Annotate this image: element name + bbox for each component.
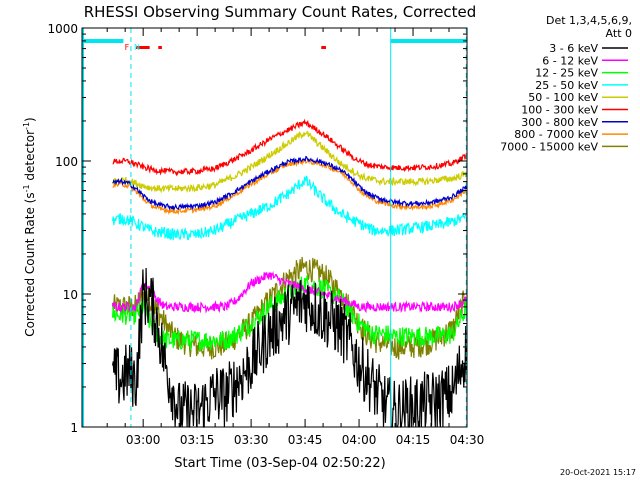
x-tick-label-6: 04:30: [450, 433, 485, 447]
axes: 03:00 03:15 03:30 03:45 04:00 04:15 04:30 1 10 10…: [47, 22, 484, 447]
saa-bar-0: [83, 39, 124, 43]
y-tick-label-2: 100: [55, 155, 78, 169]
y-tick-label-0: 1: [70, 421, 78, 435]
y-axis-label-sup1: -1: [22, 184, 31, 192]
x-tick-label-0: 03:00: [126, 433, 161, 447]
x-tick-label-2: 03:30: [234, 433, 269, 447]
y-axis-label-sup2: -1: [22, 122, 31, 130]
legend-label-4: 50 - 100 keV: [528, 91, 598, 104]
series-line-6: [112, 155, 467, 211]
footer-date: 20-Oct-2021 15:17: [560, 468, 636, 477]
y-tick-label-3: 1000: [47, 22, 78, 36]
x-axis-label: Start Time (03-Sep-04 02:50:22): [174, 456, 385, 471]
flare-bar-0: [135, 46, 150, 49]
series-line-3: [112, 175, 467, 241]
y-axis-label: Corrected Count Rate (s-1 detector-1): [22, 117, 37, 336]
annotation-1: N: [134, 43, 140, 52]
flare-bar-2: [321, 46, 326, 49]
y-axis-label-main: Corrected Count Rate (s: [23, 192, 37, 336]
legend-label-8: 7000 - 15000 keV: [500, 140, 598, 153]
chart-title: RHESSI Observing Summary Count Rates, Co…: [84, 3, 477, 21]
x-tick-label-3: 03:45: [288, 433, 323, 447]
annotation-0: F: [125, 43, 130, 52]
series-line-2: [112, 275, 467, 352]
series-line-4: [112, 130, 467, 194]
y-tick-label-1: 10: [63, 288, 78, 302]
saa-bar-1: [390, 39, 467, 43]
plot-frame: [81, 27, 468, 428]
x-tick-label-4: 04:00: [342, 433, 377, 447]
legend-label-1: 6 - 12 keV: [542, 54, 598, 67]
x-tick-label-5: 04:15: [396, 433, 431, 447]
legend-label-0: 3 - 6 keV: [549, 42, 598, 55]
series-line-7: [112, 158, 467, 216]
y-axis-label-end: ): [23, 117, 37, 122]
legend-label-6: 300 - 800 keV: [521, 116, 598, 129]
legend-header-line1: Det 1,3,4,5,6,9,: [546, 14, 632, 27]
flare-bar-1: [158, 46, 162, 49]
legend-header-line2: Att 0: [606, 27, 632, 40]
legend-label-7: 800 - 7000 keV: [514, 128, 598, 141]
legend-label-2: 12 - 25 keV: [535, 67, 598, 80]
legend-label-3: 25 - 50 keV: [535, 79, 598, 92]
series-line-0: [112, 267, 467, 428]
series-line-1: [112, 270, 467, 314]
y-axis-label-mid: detector: [23, 130, 37, 185]
series-line-5: [112, 118, 467, 177]
x-tick-label-1: 03:15: [180, 433, 215, 447]
legend-label-5: 100 - 300 keV: [521, 104, 598, 117]
